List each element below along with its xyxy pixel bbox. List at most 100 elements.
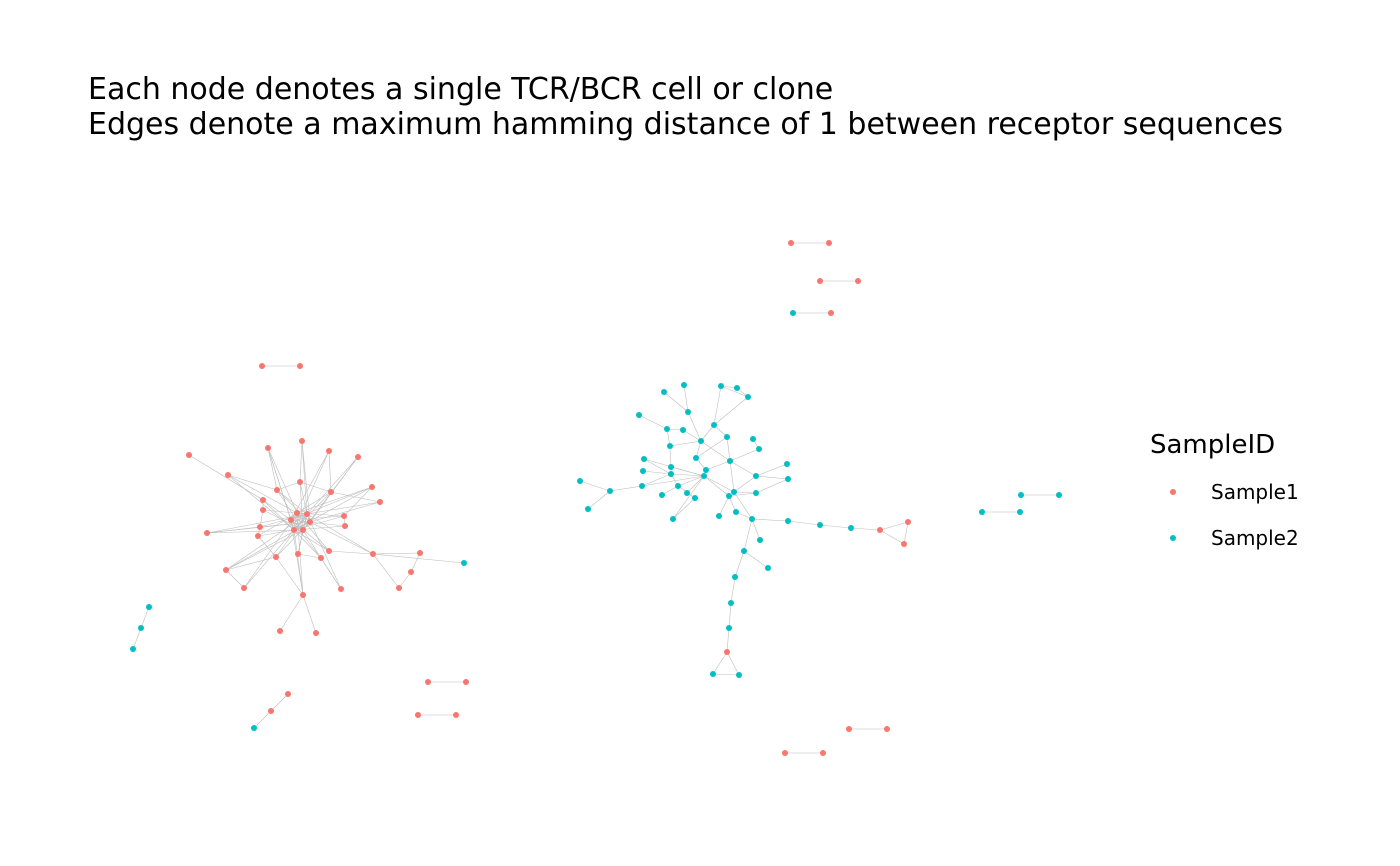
edge bbox=[297, 553, 322, 559]
edge bbox=[703, 475, 730, 497]
node-sample1 bbox=[255, 533, 261, 539]
edge bbox=[712, 673, 740, 676]
edge bbox=[642, 470, 672, 475]
node-sample2 bbox=[765, 565, 771, 571]
node-sample1 bbox=[328, 489, 334, 495]
legend-key-sample1 bbox=[1170, 489, 1176, 495]
edge bbox=[686, 475, 705, 494]
node-sample1 bbox=[408, 569, 414, 575]
edge bbox=[398, 571, 412, 589]
node-sample2 bbox=[785, 476, 791, 482]
node-sample1 bbox=[820, 750, 826, 756]
edge bbox=[267, 447, 298, 514]
node-sample1 bbox=[300, 527, 306, 533]
edge bbox=[290, 519, 330, 552]
node-sample1 bbox=[855, 278, 861, 284]
edge bbox=[663, 391, 689, 413]
edge bbox=[755, 478, 789, 494]
edge bbox=[299, 481, 332, 493]
node-sample1 bbox=[274, 487, 280, 493]
node-sample2 bbox=[607, 488, 613, 494]
edge bbox=[641, 473, 672, 487]
edge bbox=[672, 475, 705, 520]
nodes-layer bbox=[130, 240, 1062, 756]
node-sample2 bbox=[724, 434, 730, 440]
node-sample2 bbox=[741, 548, 747, 554]
node-sample2 bbox=[681, 382, 687, 388]
edge bbox=[293, 486, 373, 531]
node-sample1 bbox=[288, 517, 294, 523]
node-sample2 bbox=[732, 574, 738, 580]
node-sample2 bbox=[146, 604, 152, 610]
edge bbox=[700, 440, 731, 462]
edge bbox=[669, 445, 672, 468]
edge bbox=[728, 602, 732, 629]
edge bbox=[713, 396, 749, 426]
node-sample2 bbox=[731, 489, 737, 495]
edge bbox=[267, 447, 278, 491]
node-sample2 bbox=[641, 456, 647, 462]
node-sample2 bbox=[728, 600, 734, 606]
node-sample1 bbox=[300, 592, 306, 598]
edge bbox=[267, 447, 295, 531]
edge bbox=[372, 553, 465, 564]
node-sample1 bbox=[285, 691, 291, 697]
edge bbox=[296, 486, 373, 514]
node-sample2 bbox=[726, 625, 732, 631]
edge bbox=[225, 556, 277, 571]
node-sample1 bbox=[905, 519, 911, 525]
node-sample2 bbox=[585, 506, 591, 512]
legend-label-sample2: Sample2 bbox=[1211, 526, 1299, 550]
node-sample1 bbox=[259, 363, 265, 369]
edge bbox=[227, 474, 298, 514]
node-sample1 bbox=[901, 541, 907, 547]
edge bbox=[299, 481, 308, 515]
edge bbox=[293, 529, 304, 596]
edge bbox=[751, 518, 789, 522]
node-sample1 bbox=[817, 278, 823, 284]
node-sample1 bbox=[355, 454, 361, 460]
node-sample2 bbox=[693, 455, 699, 461]
node-sample1 bbox=[425, 679, 431, 685]
edge bbox=[609, 485, 643, 492]
node-sample2 bbox=[685, 409, 691, 415]
node-sample1 bbox=[225, 472, 231, 478]
node-sample2 bbox=[790, 310, 796, 316]
node-sample1 bbox=[884, 726, 890, 732]
edge bbox=[225, 513, 308, 571]
edge bbox=[695, 436, 728, 459]
node-sample1 bbox=[295, 551, 301, 557]
node-sample1 bbox=[268, 708, 274, 714]
edge bbox=[850, 527, 881, 531]
edge bbox=[301, 440, 311, 523]
edge bbox=[328, 450, 332, 493]
edge bbox=[743, 550, 769, 569]
node-sample2 bbox=[710, 671, 716, 677]
node-sample1 bbox=[782, 750, 788, 756]
node-sample2 bbox=[749, 516, 755, 522]
edge bbox=[672, 497, 696, 520]
node-sample2 bbox=[727, 458, 733, 464]
edge bbox=[728, 492, 757, 497]
edge bbox=[140, 606, 150, 629]
node-sample1 bbox=[463, 679, 469, 685]
edge bbox=[787, 520, 821, 526]
edge bbox=[579, 480, 611, 492]
node-sample2 bbox=[661, 389, 667, 395]
node-sample2 bbox=[733, 509, 739, 515]
node-sample1 bbox=[369, 484, 375, 490]
edge bbox=[253, 710, 272, 729]
legend-label-sample1: Sample1 bbox=[1211, 480, 1299, 504]
plot-title: Each node denotes a single TCR/BCR cell … bbox=[88, 72, 1283, 142]
edge bbox=[669, 440, 702, 447]
node-sample1 bbox=[186, 452, 192, 458]
legend: SampleID Sample1 Sample2 bbox=[1150, 428, 1299, 572]
node-sample2 bbox=[726, 493, 732, 499]
edge bbox=[733, 491, 757, 494]
edge bbox=[270, 693, 289, 712]
edge bbox=[302, 594, 317, 634]
edge bbox=[293, 450, 330, 531]
edge bbox=[306, 456, 359, 515]
edge bbox=[188, 454, 264, 501]
node-sample1 bbox=[204, 530, 210, 536]
